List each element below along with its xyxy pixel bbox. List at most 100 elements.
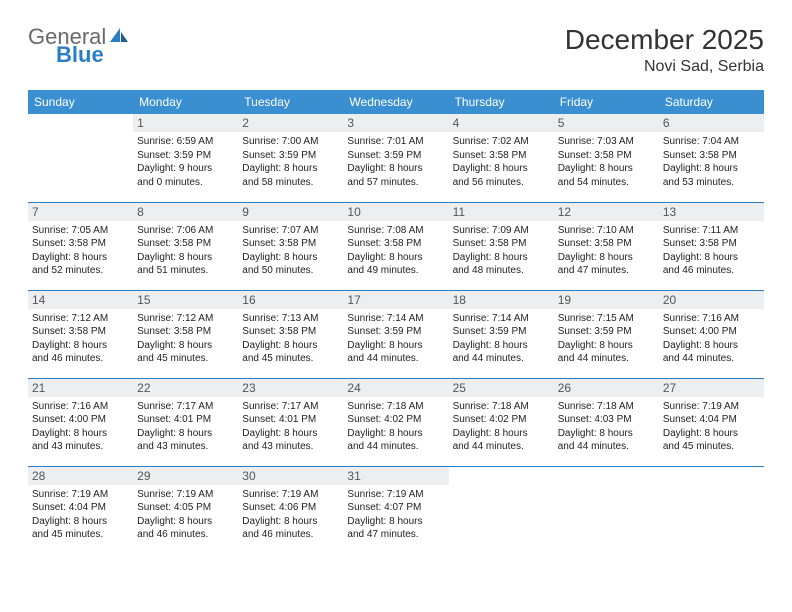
day-details: Sunrise: 7:18 AMSunset: 4:02 PMDaylight:…	[343, 397, 448, 458]
detail-line: and 44 minutes.	[558, 440, 655, 454]
detail-line: and 46 minutes.	[242, 528, 339, 542]
calendar-cell: 13Sunrise: 7:11 AMSunset: 3:58 PMDayligh…	[659, 202, 764, 290]
detail-line: and 45 minutes.	[663, 440, 760, 454]
detail-line: and 43 minutes.	[32, 440, 129, 454]
detail-line: Daylight: 8 hours	[242, 515, 339, 529]
day-number: 8	[133, 203, 238, 221]
calendar-cell: 12Sunrise: 7:10 AMSunset: 3:58 PMDayligh…	[554, 202, 659, 290]
detail-line: Sunset: 4:00 PM	[663, 325, 760, 339]
detail-line: Sunset: 4:01 PM	[242, 413, 339, 427]
detail-line: Sunrise: 7:09 AM	[453, 224, 550, 238]
detail-line: and 44 minutes.	[453, 352, 550, 366]
detail-line: Daylight: 8 hours	[453, 427, 550, 441]
day-details: Sunrise: 7:04 AMSunset: 3:58 PMDaylight:…	[659, 132, 764, 193]
calendar-cell: 9Sunrise: 7:07 AMSunset: 3:58 PMDaylight…	[238, 202, 343, 290]
detail-line: Daylight: 8 hours	[663, 162, 760, 176]
detail-line: Sunset: 4:00 PM	[32, 413, 129, 427]
detail-line: Sunset: 3:58 PM	[137, 237, 234, 251]
calendar-cell: 3Sunrise: 7:01 AMSunset: 3:59 PMDaylight…	[343, 114, 448, 202]
day-number: 3	[343, 114, 448, 132]
title-block: December 2025 Novi Sad, Serbia	[565, 24, 764, 76]
detail-line: Sunset: 4:02 PM	[347, 413, 444, 427]
day-number: 6	[659, 114, 764, 132]
day-details: Sunrise: 7:14 AMSunset: 3:59 PMDaylight:…	[449, 309, 554, 370]
day-number: 16	[238, 291, 343, 309]
day-number	[659, 467, 764, 471]
calendar-cell: 24Sunrise: 7:18 AMSunset: 4:02 PMDayligh…	[343, 378, 448, 466]
detail-line: and 56 minutes.	[453, 176, 550, 190]
day-details: Sunrise: 7:19 AMSunset: 4:07 PMDaylight:…	[343, 485, 448, 546]
day-number	[449, 467, 554, 471]
detail-line: Sunset: 3:58 PM	[137, 325, 234, 339]
day-details: Sunrise: 7:12 AMSunset: 3:58 PMDaylight:…	[133, 309, 238, 370]
page-header: General Blue December 2025 Novi Sad, Ser…	[28, 24, 764, 76]
detail-line: and 46 minutes.	[137, 528, 234, 542]
detail-line: Daylight: 8 hours	[32, 339, 129, 353]
detail-line: Daylight: 8 hours	[242, 427, 339, 441]
detail-line: Sunrise: 7:03 AM	[558, 135, 655, 149]
detail-line: Sunset: 3:58 PM	[558, 237, 655, 251]
day-details: Sunrise: 7:11 AMSunset: 3:58 PMDaylight:…	[659, 221, 764, 282]
detail-line: and 44 minutes.	[558, 352, 655, 366]
detail-line: Sunset: 4:07 PM	[347, 501, 444, 515]
calendar-cell	[554, 466, 659, 554]
detail-line: and 58 minutes.	[242, 176, 339, 190]
calendar-cell: 31Sunrise: 7:19 AMSunset: 4:07 PMDayligh…	[343, 466, 448, 554]
detail-line: Daylight: 8 hours	[137, 427, 234, 441]
detail-line: and 43 minutes.	[242, 440, 339, 454]
detail-line: and 46 minutes.	[663, 264, 760, 278]
calendar-cell: 11Sunrise: 7:09 AMSunset: 3:58 PMDayligh…	[449, 202, 554, 290]
day-details: Sunrise: 7:14 AMSunset: 3:59 PMDaylight:…	[343, 309, 448, 370]
day-number: 4	[449, 114, 554, 132]
detail-line: Sunrise: 7:07 AM	[242, 224, 339, 238]
detail-line: Sunrise: 6:59 AM	[137, 135, 234, 149]
detail-line: Sunset: 3:58 PM	[453, 237, 550, 251]
detail-line: Sunset: 3:58 PM	[663, 149, 760, 163]
detail-line: Daylight: 8 hours	[242, 251, 339, 265]
detail-line: Sunset: 3:58 PM	[453, 149, 550, 163]
detail-line: and 57 minutes.	[347, 176, 444, 190]
calendar-cell: 14Sunrise: 7:12 AMSunset: 3:58 PMDayligh…	[28, 290, 133, 378]
calendar-cell: 26Sunrise: 7:18 AMSunset: 4:03 PMDayligh…	[554, 378, 659, 466]
detail-line: Daylight: 8 hours	[347, 427, 444, 441]
detail-line: Sunrise: 7:17 AM	[137, 400, 234, 414]
detail-line: Sunset: 4:05 PM	[137, 501, 234, 515]
day-details: Sunrise: 7:13 AMSunset: 3:58 PMDaylight:…	[238, 309, 343, 370]
day-details: Sunrise: 7:16 AMSunset: 4:00 PMDaylight:…	[659, 309, 764, 370]
day-number: 26	[554, 379, 659, 397]
detail-line: Daylight: 8 hours	[32, 251, 129, 265]
detail-line: Sunrise: 7:06 AM	[137, 224, 234, 238]
detail-line: Daylight: 8 hours	[347, 339, 444, 353]
day-number: 13	[659, 203, 764, 221]
day-details: Sunrise: 7:15 AMSunset: 3:59 PMDaylight:…	[554, 309, 659, 370]
detail-line: Daylight: 9 hours	[137, 162, 234, 176]
calendar-cell: 18Sunrise: 7:14 AMSunset: 3:59 PMDayligh…	[449, 290, 554, 378]
calendar-cell: 30Sunrise: 7:19 AMSunset: 4:06 PMDayligh…	[238, 466, 343, 554]
detail-line: Daylight: 8 hours	[663, 427, 760, 441]
weekday-header-row: Sunday Monday Tuesday Wednesday Thursday…	[28, 90, 764, 114]
detail-line: Daylight: 8 hours	[663, 339, 760, 353]
day-details: Sunrise: 7:19 AMSunset: 4:05 PMDaylight:…	[133, 485, 238, 546]
weekday-header: Monday	[133, 90, 238, 114]
calendar-cell: 10Sunrise: 7:08 AMSunset: 3:58 PMDayligh…	[343, 202, 448, 290]
detail-line: and 44 minutes.	[453, 440, 550, 454]
day-details: Sunrise: 7:19 AMSunset: 4:06 PMDaylight:…	[238, 485, 343, 546]
detail-line: Sunset: 4:03 PM	[558, 413, 655, 427]
detail-line: Sunrise: 7:02 AM	[453, 135, 550, 149]
detail-line: Daylight: 8 hours	[558, 251, 655, 265]
detail-line: Sunrise: 7:08 AM	[347, 224, 444, 238]
weekday-header: Wednesday	[343, 90, 448, 114]
detail-line: and 0 minutes.	[137, 176, 234, 190]
detail-line: and 50 minutes.	[242, 264, 339, 278]
detail-line: Sunset: 3:58 PM	[242, 237, 339, 251]
day-details: Sunrise: 7:01 AMSunset: 3:59 PMDaylight:…	[343, 132, 448, 193]
month-title: December 2025	[565, 24, 764, 56]
detail-line: and 44 minutes.	[347, 352, 444, 366]
detail-line: Daylight: 8 hours	[558, 162, 655, 176]
detail-line: Sunset: 3:58 PM	[558, 149, 655, 163]
day-number: 25	[449, 379, 554, 397]
calendar-cell: 16Sunrise: 7:13 AMSunset: 3:58 PMDayligh…	[238, 290, 343, 378]
calendar-cell: 22Sunrise: 7:17 AMSunset: 4:01 PMDayligh…	[133, 378, 238, 466]
detail-line: and 43 minutes.	[137, 440, 234, 454]
calendar-row: 7Sunrise: 7:05 AMSunset: 3:58 PMDaylight…	[28, 202, 764, 290]
